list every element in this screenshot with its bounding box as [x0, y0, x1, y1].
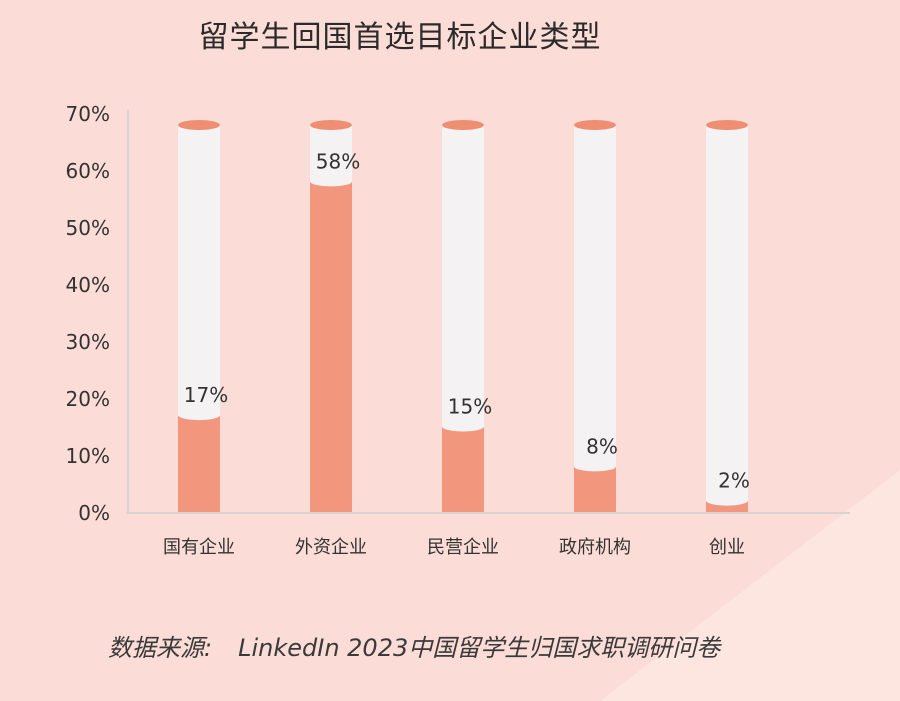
y-tick-label: 0%	[78, 501, 110, 525]
bar-track	[706, 125, 748, 512]
y-tick-label: 60%	[66, 159, 110, 183]
bar-top-highlight	[706, 495, 748, 506]
bar-top-highlight	[178, 410, 220, 421]
bar-track-cap	[574, 120, 616, 130]
x-tick-label: 外资企业	[295, 537, 367, 558]
data-label: 17%	[184, 383, 228, 407]
x-tick-label: 政府机构	[559, 537, 631, 558]
x-tick-label: 创业	[709, 537, 745, 558]
x-tick-label: 国有企业	[163, 537, 235, 558]
x-tick-label: 民营企业	[427, 537, 499, 558]
data-label: 15%	[448, 395, 492, 419]
y-tick-label: 40%	[66, 273, 110, 297]
y-tick-label: 50%	[66, 216, 110, 240]
bar-top-highlight	[442, 421, 484, 432]
corner-triangle	[600, 470, 900, 701]
bar-track-cap	[706, 120, 748, 130]
y-tick-label: 30%	[66, 330, 110, 354]
bar	[310, 181, 352, 512]
y-tick-label: 10%	[66, 444, 110, 468]
bar-top-highlight	[310, 176, 352, 187]
chart-title: 留学生回国首选目标企业类型	[198, 20, 602, 55]
source-text: LinkedIn 2023中国留学生归国求职调研问卷	[238, 634, 721, 662]
bar-track-cap	[178, 120, 220, 130]
source-label: 数据来源:	[108, 634, 213, 662]
bar-track-cap	[310, 120, 352, 130]
y-tick-label: 20%	[66, 387, 110, 411]
bar-track-cap	[442, 120, 484, 130]
bar	[706, 500, 748, 512]
data-label: 8%	[586, 434, 618, 458]
bar-track	[574, 125, 616, 512]
bar	[442, 426, 484, 512]
bar	[178, 415, 220, 512]
bar-top-highlight	[574, 461, 616, 472]
data-label: 58%	[316, 149, 360, 173]
source-note: 数据来源: LinkedIn 2023中国留学生归国求职调研问卷	[108, 628, 720, 663]
bar	[574, 466, 616, 512]
data-label: 2%	[718, 469, 750, 493]
y-tick-label: 70%	[66, 102, 110, 126]
